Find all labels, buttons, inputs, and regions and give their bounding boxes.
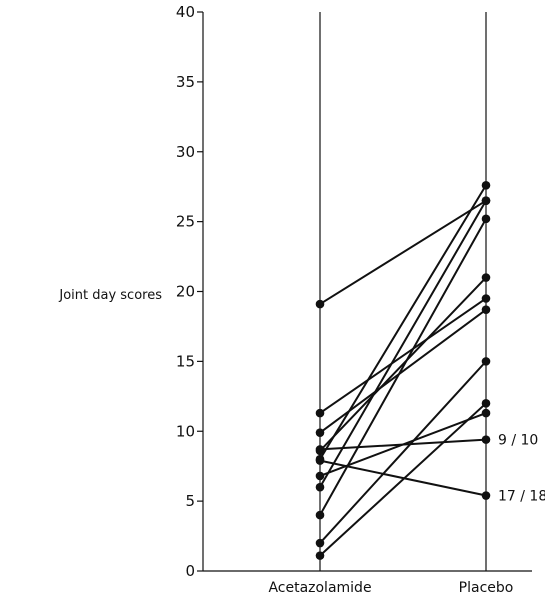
y-tick-label: 30 xyxy=(176,143,195,161)
data-points xyxy=(315,180,491,560)
point-placebo-2 xyxy=(481,305,491,314)
y-tick-label: 5 xyxy=(185,492,195,510)
series-line-5 xyxy=(319,184,487,461)
point-placebo-9 xyxy=(481,214,491,224)
y-tick-label: 35 xyxy=(176,73,195,91)
y-tick-label: 10 xyxy=(176,422,195,440)
point-acetazolamide-7 xyxy=(315,471,325,481)
series-line-9 xyxy=(319,217,487,517)
series-lines xyxy=(319,184,487,557)
point-placebo-7 xyxy=(481,408,491,418)
point-acetazolamide-1 xyxy=(315,408,325,418)
series-line-10 xyxy=(319,360,487,545)
y-tick-label: 15 xyxy=(176,352,195,370)
point-acetazolamide-9 xyxy=(315,510,325,520)
series-line-0 xyxy=(319,199,487,306)
point-placebo-8 xyxy=(481,196,491,205)
point-placebo-3 xyxy=(481,435,491,444)
category-lines xyxy=(319,12,487,571)
point-acetazolamide-8 xyxy=(315,482,325,492)
point-annotation: 17 / 18 xyxy=(498,489,545,505)
point-placebo-10 xyxy=(481,357,491,366)
labels: Joint day scores Acetazolamide Placebo 9… xyxy=(58,288,545,596)
series-line-1 xyxy=(319,297,487,415)
category-label-acetazolamide: Acetazolamide xyxy=(268,580,371,596)
point-annotation: 9 / 10 xyxy=(498,433,538,449)
point-acetazolamide-10 xyxy=(315,538,325,548)
y-tick-label: 20 xyxy=(176,283,195,301)
point-acetazolamide-11 xyxy=(315,551,325,560)
point-placebo-6 xyxy=(481,491,491,500)
point-acetazolamide-0 xyxy=(315,299,325,309)
y-axis-label: Joint day scores xyxy=(58,288,162,303)
category-label-placebo: Placebo xyxy=(459,580,514,596)
y-tick-label: 40 xyxy=(176,3,195,21)
point-placebo-4 xyxy=(481,273,491,282)
series-line-2 xyxy=(319,308,487,434)
point-placebo-5 xyxy=(481,180,491,190)
series-line-4 xyxy=(319,276,487,452)
point-acetazolamide-2 xyxy=(315,428,325,437)
point-acetazolamide-6 xyxy=(315,456,325,465)
series-line-8 xyxy=(319,199,487,489)
series-line-11 xyxy=(319,402,487,557)
y-tick-label: 0 xyxy=(185,562,195,580)
y-tick-label: 25 xyxy=(176,213,195,231)
point-placebo-1 xyxy=(481,294,491,303)
point-placebo-11 xyxy=(481,399,491,408)
y-axis: 0 5 10 15 20 25 30 35 40 xyxy=(176,3,532,580)
point-acetazolamide-4 xyxy=(315,446,325,456)
